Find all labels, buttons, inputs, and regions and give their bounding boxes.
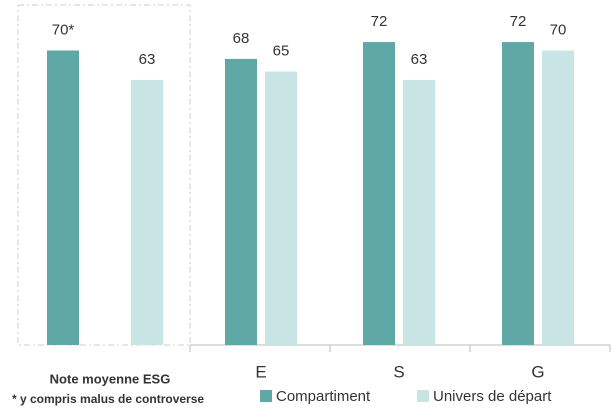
value-label: 63	[139, 51, 156, 68]
bar	[47, 50, 79, 346]
value-label: 72	[371, 13, 388, 30]
value-label: 72	[510, 13, 527, 30]
footnote: * y compris malus de controverse	[12, 392, 204, 406]
bar	[225, 58, 257, 346]
value-label: 63	[411, 51, 428, 68]
legend-label: Compartiment	[276, 388, 371, 405]
bar	[542, 50, 574, 346]
highlight-box	[17, 4, 191, 346]
x-tick-label: G	[531, 362, 544, 381]
x-tick-label: E	[255, 362, 266, 381]
bar	[363, 42, 395, 345]
value-label: 70	[550, 21, 567, 38]
value-label: 65	[273, 42, 290, 59]
value-label: 70*	[52, 21, 75, 38]
bar	[403, 79, 435, 345]
x-tick-label: Note moyenne ESG	[50, 371, 171, 386]
bar	[131, 79, 163, 345]
x-tick-label: S	[393, 362, 404, 381]
value-label: 68	[233, 30, 250, 47]
legend-swatch	[417, 390, 429, 402]
bar	[502, 42, 534, 345]
legend-swatch	[260, 390, 272, 402]
bar	[265, 71, 297, 346]
legend-label: Univers de départ	[433, 388, 552, 405]
